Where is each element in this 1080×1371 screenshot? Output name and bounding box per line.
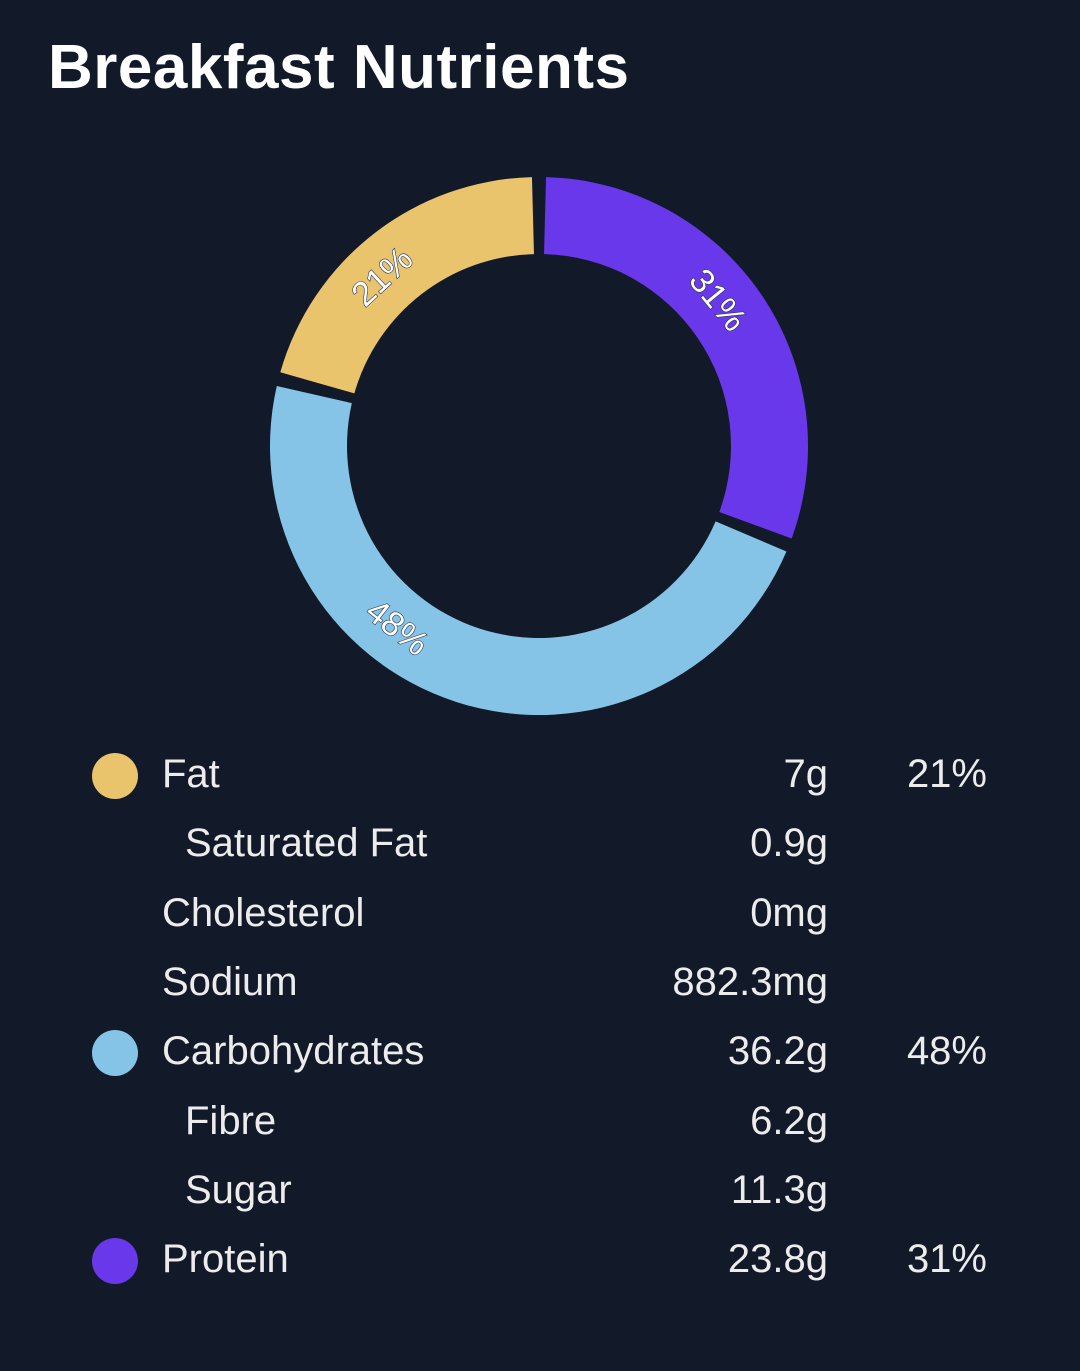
nutrient-row-sodium: Sodium 882.3mg xyxy=(0,948,1080,1017)
donut-segment-fat xyxy=(280,177,534,394)
donut-segment-protein xyxy=(544,177,808,539)
nutrient-amount: 0.9g xyxy=(750,821,828,866)
nutrient-amount: 882.3mg xyxy=(672,959,828,1004)
nutrient-row-cholesterol: Cholesterol 0mg xyxy=(0,879,1080,948)
nutrient-label: Sugar xyxy=(185,1167,292,1212)
donut-segment-carbohydrates xyxy=(269,385,787,716)
nutrient-row-sugar: Sugar 11.3g xyxy=(0,1156,1080,1225)
nutrient-row-saturated-fat: Saturated Fat 0.9g xyxy=(0,809,1080,878)
legend-dot-protein xyxy=(92,1238,138,1285)
nutrient-label: Saturated Fat xyxy=(185,821,428,866)
nutrient-row-fibre: Fibre 6.2g xyxy=(0,1087,1080,1156)
nutrient-row-carbohydrates: Carbohydrates 36.2g 48% xyxy=(0,1017,1080,1086)
nutrient-label: Sodium xyxy=(162,959,298,1004)
nutrient-label: Cholesterol xyxy=(162,890,365,935)
nutrient-amount: 7g xyxy=(783,752,829,796)
nutrient-amount: 36.2g xyxy=(727,1029,828,1074)
nutrient-amount: 0mg xyxy=(750,890,828,935)
nutrient-row-fat: Fat 7g 21% xyxy=(0,740,1080,809)
nutrient-label: Fat xyxy=(162,752,220,796)
nutrient-row-protein: Protein 23.8g 31% xyxy=(0,1225,1080,1294)
nutrient-percent: 21% xyxy=(906,752,987,796)
nutrient-amount: 23.8g xyxy=(727,1237,828,1282)
nutrient-label: Protein xyxy=(162,1237,289,1282)
nutrient-amount: 11.3g xyxy=(730,1167,828,1212)
chart-title: Breakfast Nutrients xyxy=(48,33,630,102)
nutrient-label: Fibre xyxy=(185,1098,277,1143)
nutrient-percent: 31% xyxy=(906,1237,987,1282)
donut-chart: 31%48%21% xyxy=(269,177,808,716)
nutrient-percent: 48% xyxy=(906,1029,987,1074)
legend-dot-carbohydrates xyxy=(92,1030,138,1077)
nutrient-amount: 6.2g xyxy=(750,1098,828,1143)
legend-dot-fat xyxy=(92,753,138,799)
nutrient-label: Carbohydrates xyxy=(162,1029,425,1074)
